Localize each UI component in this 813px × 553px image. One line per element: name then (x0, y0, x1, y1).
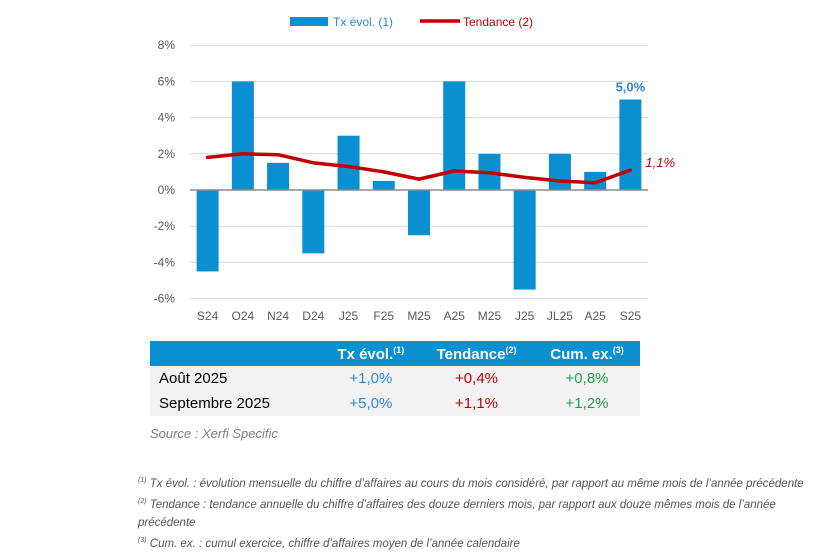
bar (372, 180, 395, 190)
x-tick-label: J25 (515, 309, 535, 323)
bar-data-label: 5,0% (616, 80, 646, 95)
x-tick-label: N24 (267, 309, 289, 323)
x-tick-label: F25 (373, 309, 394, 323)
cell-cum: +0,8% (534, 366, 640, 391)
y-tick-label: -2% (154, 219, 176, 233)
row-label: Août 2025 (150, 366, 323, 391)
legend-bar-swatch (290, 17, 328, 26)
bar (267, 162, 290, 190)
bar (231, 81, 254, 190)
legend-bar-label: Tx évol. (1) (333, 15, 393, 29)
bar (302, 190, 325, 254)
bar (337, 135, 360, 190)
line-data-label: 1,1% (645, 155, 675, 170)
y-tick-label: 0% (158, 183, 176, 197)
y-tick-label: 6% (158, 74, 176, 88)
x-tick-label: A25 (444, 309, 466, 323)
x-tick-label: S24 (197, 309, 219, 323)
bar (408, 190, 430, 236)
cell-tx: +1,0% (322, 366, 419, 391)
x-tick-label: S25 (620, 309, 642, 323)
chart: -6% -4% -2% 0% 2% 4% 6% 8% S24 O24 N24 D24 J25 F25 M25… (154, 15, 675, 323)
footnotes: (1) Tx évol. : évolution mensuelle du ch… (138, 472, 813, 553)
table-row: Août 2025 +1,0% +0,4% +0,8% (150, 366, 640, 391)
y-tick-label: -4% (154, 255, 176, 269)
y-tick-label: 2% (158, 147, 176, 161)
header-tx: Tx évol.(1) (322, 341, 419, 366)
bar (513, 190, 536, 290)
cell-tx: +5,0% (322, 391, 419, 416)
bar (443, 81, 466, 190)
bar (196, 190, 219, 272)
x-tick-label: A25 (584, 309, 606, 323)
y-tick-label: -6% (154, 292, 176, 306)
x-tick-label: JL25 (547, 309, 573, 323)
footnote: (3) Cum. ex. : cumul exercice, chiffre d… (138, 537, 520, 550)
y-tick-label: 4% (158, 111, 176, 125)
trend-line (205, 152, 633, 185)
header-cum: Cum. ex.(3) (534, 341, 640, 366)
table-row: Septembre 2025 +5,0% +1,1% +1,2% (150, 391, 640, 416)
bar (548, 153, 571, 190)
x-tick-label: D24 (302, 309, 324, 323)
summary-table: Tx évol.(1) Tendance(2) Cum. ex.(3) Août… (150, 341, 640, 416)
x-tick-label: M25 (407, 309, 431, 323)
legend-line-label: Tendance (2) (463, 15, 533, 29)
cell-tendance: +0,4% (418, 366, 535, 391)
header-empty (150, 341, 323, 366)
source-text: Source : Xerfi Specific (150, 426, 278, 441)
bar (619, 99, 642, 190)
footnote: (2) Tendance : tendance annuelle du chif… (138, 498, 776, 529)
cell-tendance: +1,1% (418, 391, 535, 416)
x-tick-label: O24 (232, 309, 255, 323)
footnote: (1) Tx évol. : évolution mensuelle du ch… (138, 477, 804, 490)
header-tendance: Tendance(2) (418, 341, 535, 366)
x-tick-label: M25 (478, 309, 502, 323)
y-tick-label: 8% (158, 38, 176, 52)
table-header: Tx évol.(1) Tendance(2) Cum. ex.(3) (150, 341, 640, 366)
x-tick-label: J25 (339, 309, 359, 323)
row-label: Septembre 2025 (150, 391, 323, 416)
cell-cum: +1,2% (534, 391, 640, 416)
